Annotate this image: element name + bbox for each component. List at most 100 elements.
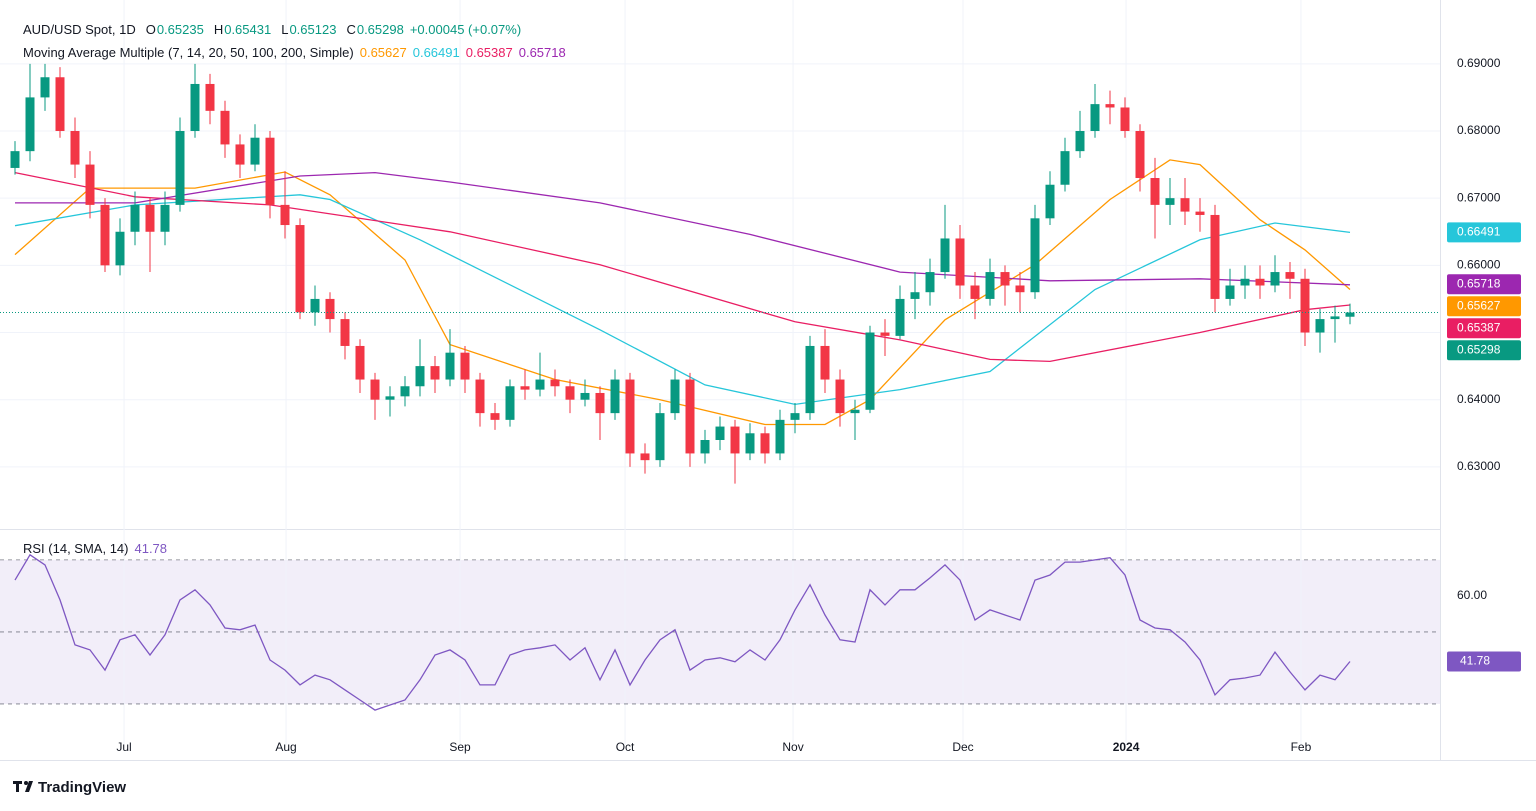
candle-body xyxy=(1060,151,1070,185)
x-tick-label: Dec xyxy=(952,740,973,754)
candle-body xyxy=(130,204,140,232)
candle-body xyxy=(490,413,500,420)
candle-body xyxy=(100,204,110,266)
y-tick-label: 0.68000 xyxy=(1457,123,1501,137)
candle-body xyxy=(730,426,740,454)
y-tick-label: 0.67000 xyxy=(1457,190,1501,204)
candle-body xyxy=(610,379,620,414)
x-tick-label: Oct xyxy=(616,740,635,754)
candle-body xyxy=(40,77,50,98)
candle-body xyxy=(1210,214,1220,299)
axis-value-label: 0.65387 xyxy=(1457,320,1501,334)
candle-body xyxy=(565,386,575,400)
candle-body xyxy=(280,204,290,226)
ma-value: 0.65387 xyxy=(465,45,513,60)
ohlc-label: L xyxy=(281,22,289,37)
candle-body xyxy=(1330,316,1340,320)
candle-body xyxy=(1120,107,1130,131)
candle-body xyxy=(745,433,755,454)
candle-body xyxy=(250,137,260,165)
candle-body xyxy=(85,164,95,205)
candle-body xyxy=(985,272,995,299)
ma-value: 0.65718 xyxy=(518,45,566,60)
change-value: +0.00045 (+0.07%) xyxy=(409,22,522,37)
candle-body xyxy=(1150,178,1160,205)
axis-value-box xyxy=(1447,296,1521,317)
candle-body xyxy=(1225,285,1235,299)
candle-body xyxy=(685,379,695,454)
candle-body xyxy=(370,379,380,400)
candle-body xyxy=(790,413,800,420)
candle-body xyxy=(955,238,965,286)
x-tick-label: Jul xyxy=(116,740,131,754)
indicator-title: Moving Average Multiple (7, 14, 20, 50, … xyxy=(23,45,354,60)
ohlc-label: C xyxy=(346,22,356,37)
axis-value-label: 0.66491 xyxy=(1457,225,1501,239)
candle-body xyxy=(70,130,80,165)
candle-body xyxy=(175,130,185,205)
candle-body xyxy=(910,292,920,299)
candle-body xyxy=(205,83,215,111)
x-tick-label: Aug xyxy=(275,740,296,754)
candle-body xyxy=(595,392,605,414)
axis-value-box xyxy=(1447,222,1521,243)
axis-value-box xyxy=(1447,318,1521,339)
candle-body xyxy=(805,345,815,414)
ohlc-value: 0.65235 xyxy=(156,22,204,37)
candle-body xyxy=(265,137,275,205)
candle-body xyxy=(940,238,950,273)
symbol-title: AUD/USD Spot, 1D xyxy=(23,22,136,37)
candle-body xyxy=(850,409,860,414)
candle-body xyxy=(325,298,335,320)
ohlc-value: 0.65431 xyxy=(224,22,272,37)
candle-body xyxy=(430,366,440,380)
ohlc-value: 0.65123 xyxy=(289,22,337,37)
candle-body xyxy=(880,332,890,336)
rsi-value-label: 41.78 xyxy=(1460,654,1490,668)
candle-body xyxy=(550,379,560,387)
candle-body xyxy=(925,272,935,293)
ohlc-value: 0.65298 xyxy=(356,22,404,37)
candle-body xyxy=(160,204,170,232)
x-tick-label: Sep xyxy=(449,740,471,754)
axis-value-box xyxy=(1447,274,1521,295)
ma-value: 0.66491 xyxy=(412,45,460,60)
candle-body xyxy=(640,453,650,461)
y-tick-label: 0.64000 xyxy=(1457,392,1501,406)
logo-dot xyxy=(24,781,28,785)
candle-body xyxy=(1240,278,1250,286)
candle-body xyxy=(820,345,830,380)
candle-body xyxy=(580,392,590,400)
candle-body xyxy=(355,345,365,380)
y-tick-label: 0.63000 xyxy=(1457,459,1501,473)
axis-value-label: 0.65718 xyxy=(1457,276,1501,290)
candle-body xyxy=(295,225,305,313)
candle-body xyxy=(520,386,530,390)
candle-body xyxy=(760,433,770,454)
x-tick-label: Feb xyxy=(1291,740,1312,754)
rsi-value: 41.78 xyxy=(134,541,168,556)
candle-body xyxy=(865,332,875,410)
logo-mark xyxy=(13,781,33,792)
moving-average-line xyxy=(14,194,1351,406)
candles xyxy=(10,63,1355,484)
candle-body xyxy=(340,319,350,346)
candle-body xyxy=(670,379,680,414)
indicator-line: Moving Average Multiple (7, 14, 20, 50, … xyxy=(23,45,566,60)
candle-body xyxy=(1300,278,1310,333)
candle-body xyxy=(835,379,845,414)
candle-body xyxy=(220,110,230,145)
ma-value: 0.65627 xyxy=(359,45,407,60)
candle-body xyxy=(895,298,905,336)
candle-body xyxy=(1045,184,1055,219)
y-tick-label: 0.66000 xyxy=(1457,258,1501,272)
brand-logo: TradingView xyxy=(13,779,126,796)
rsi-tick-label: 60.00 xyxy=(1457,588,1487,602)
x-tick-label: Nov xyxy=(782,740,803,754)
candle-body xyxy=(1165,198,1175,205)
candle-body xyxy=(700,440,710,454)
candle-body xyxy=(475,379,485,414)
